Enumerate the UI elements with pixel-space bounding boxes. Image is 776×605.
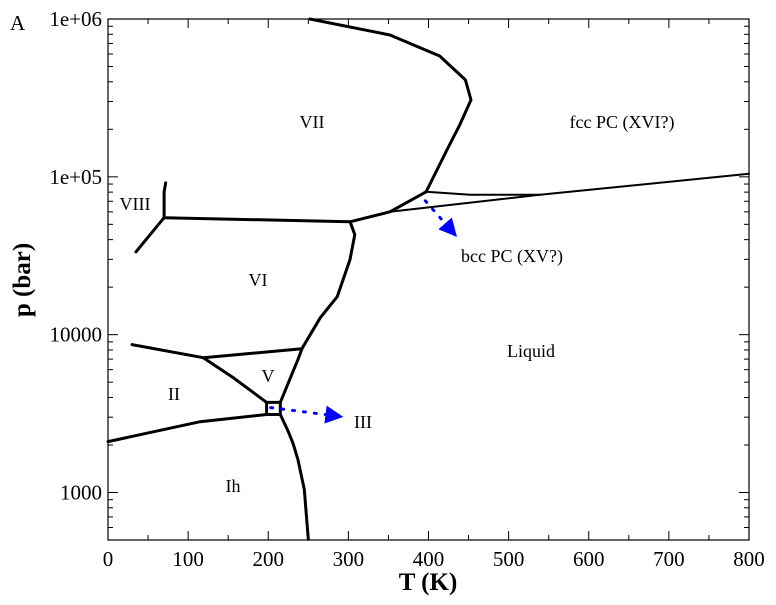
phase-region-label: VI (249, 270, 268, 290)
y-tick-label: 10000 (50, 323, 103, 347)
phase-region-label: VII (300, 112, 325, 132)
phase-boundary (300, 220, 357, 351)
phase-boundary (201, 347, 304, 360)
y-axis-label: p (bar) (9, 243, 36, 317)
phase-arrow (269, 405, 344, 424)
phase-boundary (134, 216, 166, 254)
x-tick-label: 300 (333, 547, 365, 571)
phase-region-label: Liquid (507, 341, 555, 361)
x-tick-label: 400 (413, 547, 445, 571)
phase-boundary (162, 181, 168, 220)
phase-boundary (425, 190, 541, 196)
x-tick-label: 100 (172, 547, 204, 571)
phase-boundary (162, 216, 352, 224)
panel-label: A (10, 11, 26, 35)
x-tick-label: 600 (573, 547, 605, 571)
phase-arrow (423, 199, 457, 237)
x-axis-label: T (K) (399, 569, 458, 596)
phase-boundary (278, 413, 310, 541)
phase-boundary (348, 190, 428, 224)
phase-region-label: III (354, 412, 372, 432)
phase-boundary (308, 17, 473, 194)
phase-region-label: II (168, 384, 180, 404)
phase-boundary (130, 343, 269, 404)
phase-boundary (389, 172, 750, 213)
x-tick-label: 200 (253, 547, 285, 571)
phase-region-label: bcc PC (XV?) (461, 246, 563, 267)
phase-region-label: VIII (120, 194, 151, 214)
x-tick-label: 800 (733, 547, 765, 571)
phase-boundary (278, 347, 304, 404)
x-tick-label: 0 (103, 547, 114, 571)
phase-region-label: fcc PC (XVI?) (570, 112, 675, 133)
phase-region-label: Ih (226, 476, 241, 496)
x-tick-label: 700 (653, 547, 685, 571)
y-tick-label: 1e+05 (49, 165, 102, 189)
plot-frame (107, 18, 750, 541)
phase-region-label: V (262, 366, 275, 386)
y-tick-label: 1e+06 (49, 7, 102, 31)
phase-boundary (106, 413, 269, 444)
x-tick-label: 500 (493, 547, 525, 571)
y-tick-label: 1000 (60, 480, 102, 504)
